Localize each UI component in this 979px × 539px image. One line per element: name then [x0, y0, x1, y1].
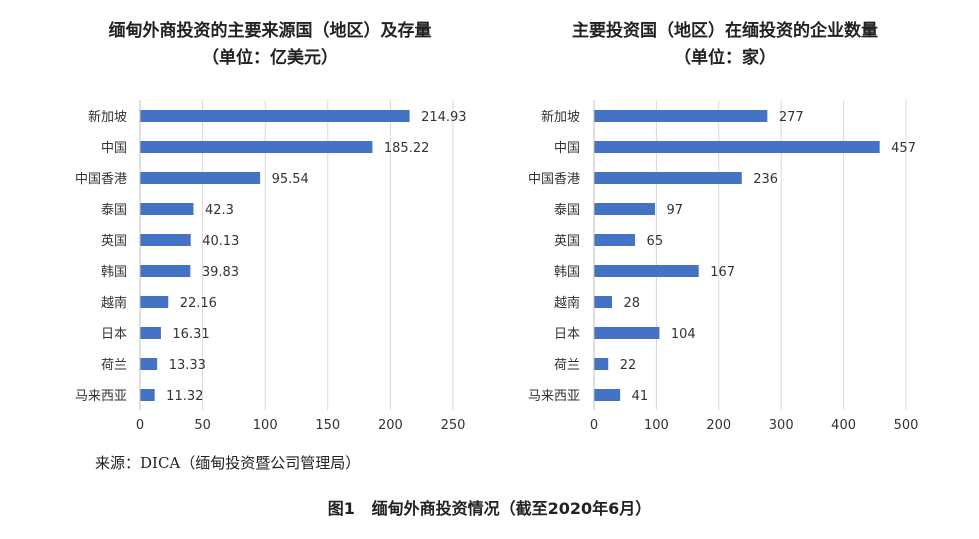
chart-left-tick-label: 200	[378, 418, 403, 433]
chart-left-data-label: 13.33	[169, 358, 206, 373]
chart-left-bar	[140, 234, 191, 246]
chart-right-title-text: 主要投资国（地区）在缅投资的企业数量	[572, 21, 878, 41]
chart-right-data-label: 65	[647, 234, 664, 249]
chart-right-bar	[594, 203, 656, 215]
chart-left-bar	[140, 141, 373, 153]
chart-left-bar	[140, 265, 191, 277]
chart-right-category-label: 泰国	[554, 203, 580, 218]
chart-left-category-label: 中国	[101, 141, 127, 156]
chart-left-data-label: 22.16	[180, 296, 217, 311]
chart-right-tick-label: 100	[644, 418, 669, 433]
chart-right-subtitle: （单位：家）	[674, 48, 776, 68]
chart-left-tick-label: 150	[315, 418, 340, 433]
chart-left-data-label: 16.31	[172, 327, 209, 342]
chart-left-bar	[140, 296, 169, 308]
chart-left-subtitle: （单位：亿美元）	[202, 48, 338, 68]
chart-right-bar	[594, 141, 880, 153]
chart-right-tick-label: 300	[769, 418, 794, 433]
chart-right-category-label: 日本	[554, 327, 580, 342]
chart-left-data-label: 185.22	[384, 141, 430, 156]
chart-right-category-label: 中国	[554, 141, 580, 156]
chart-right-bar	[594, 172, 742, 184]
figure-caption-text: 缅甸外商投资情况（截至2020年6月）	[371, 499, 652, 518]
chart-left-bar	[140, 203, 194, 215]
chart-right-title: 主要投资国（地区）在缅投资的企业数量 （单位：家）	[505, 18, 945, 72]
chart-left-bar	[140, 172, 261, 184]
chart-right-tick-label: 0	[590, 418, 598, 433]
chart-right-category-label: 越南	[554, 295, 580, 311]
chart-right-bar	[594, 358, 609, 370]
chart-right-tick-label: 400	[831, 418, 856, 433]
chart-left-bar	[140, 389, 155, 401]
chart-left-title-text: 缅甸外商投资的主要来源国（地区）及存量	[108, 21, 432, 41]
chart-right-category-label: 马来西亚	[528, 389, 580, 404]
chart-right-bar	[594, 110, 768, 122]
chart-left-category-label: 日本	[101, 327, 127, 342]
chart-right-tick-label: 500	[894, 418, 919, 433]
chart-left-category-label: 越南	[101, 295, 127, 311]
chart-right-tick-label: 200	[706, 418, 731, 433]
chart-right-data-label: 236	[753, 172, 778, 187]
chart-left-data-label: 40.13	[202, 234, 239, 249]
chart-right-category-label: 新加坡	[541, 109, 580, 125]
figure-caption: 图1 缅甸外商投资情况（截至2020年6月）	[0, 495, 979, 519]
chart-left-category-label: 韩国	[101, 265, 127, 280]
figure-number: 图1	[327, 499, 355, 518]
chart-right-data-label: 277	[779, 110, 804, 125]
chart-left-tick-label: 50	[194, 418, 211, 433]
source-note: 来源：DICA（缅甸投资暨公司管理局）	[95, 454, 361, 472]
chart-right-bar	[594, 389, 621, 401]
chart-left-bar	[140, 358, 158, 370]
chart-left-category-label: 中国香港	[75, 172, 127, 187]
chart-left-data-label: 39.83	[202, 265, 239, 280]
chart-left-tick-label: 100	[253, 418, 278, 433]
chart-left-bar	[140, 327, 161, 339]
chart-right-bar	[594, 234, 636, 246]
chart-right-data-label: 457	[891, 141, 916, 156]
chart-right-bar	[594, 296, 612, 308]
chart-right-category-label: 韩国	[554, 265, 580, 280]
chart-left-data-label: 95.54	[272, 172, 309, 187]
chart-right-data-label: 167	[710, 265, 735, 280]
chart-left-category-label: 泰国	[101, 203, 127, 218]
chart-left-category-label: 英国	[101, 234, 127, 249]
chart-left-tick-label: 0	[136, 418, 144, 433]
chart-right-data-label: 104	[671, 327, 696, 342]
chart-left-tick-label: 250	[441, 418, 466, 433]
chart-right-data-label: 97	[667, 203, 684, 218]
chart-left-data-label: 11.32	[166, 389, 203, 404]
chart-left-title: 缅甸外商投资的主要来源国（地区）及存量 （单位：亿美元）	[60, 18, 480, 72]
chart-left-category-label: 荷兰	[101, 358, 127, 373]
chart-left-data-label: 42.3	[205, 203, 234, 218]
chart-right-category-label: 中国香港	[528, 172, 580, 187]
chart-right-bar	[594, 265, 699, 277]
chart-right-bar	[594, 327, 660, 339]
chart-right-category-label: 英国	[554, 234, 580, 249]
chart-left-category-label: 马来西亚	[75, 389, 127, 404]
chart-right-data-label: 28	[623, 296, 640, 311]
chart-right-data-label: 41	[632, 389, 649, 404]
chart-left-bar	[140, 110, 410, 122]
chart-left-category-label: 新加坡	[88, 109, 127, 125]
chart-left-data-label: 214.93	[421, 110, 467, 125]
chart-right-category-label: 荷兰	[554, 358, 580, 373]
chart-right-data-label: 22	[620, 358, 637, 373]
